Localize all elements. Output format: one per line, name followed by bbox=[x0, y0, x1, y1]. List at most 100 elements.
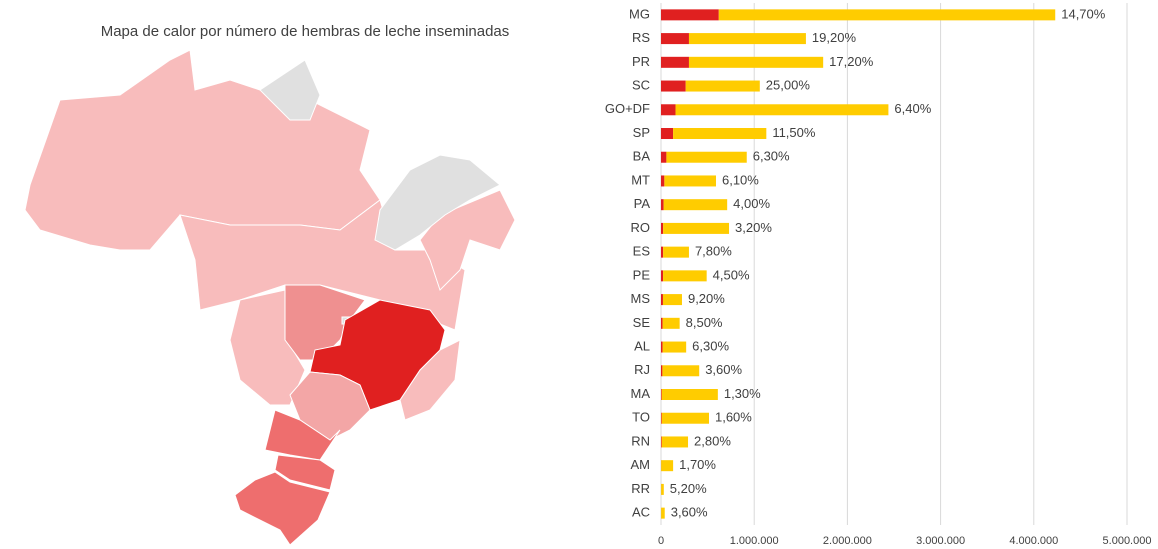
state-go bbox=[284, 284, 366, 361]
bar-segment bbox=[661, 33, 689, 45]
map-title: Mapa de calor por número de hembras de l… bbox=[101, 23, 510, 40]
x-tick-label: 0 bbox=[658, 535, 664, 547]
state-ap bbox=[259, 59, 321, 121]
y-tick-label: PE bbox=[633, 267, 651, 282]
data-label: 6,30% bbox=[692, 338, 729, 353]
y-tick-label: MA bbox=[631, 386, 651, 401]
bar-segment bbox=[661, 460, 674, 472]
bar-segment bbox=[661, 246, 664, 258]
bar-segment bbox=[661, 270, 664, 282]
x-tick-label: 4.000.000 bbox=[1009, 535, 1058, 547]
bar-segment bbox=[688, 56, 824, 68]
y-tick-label: PR bbox=[632, 54, 650, 69]
bar-segment bbox=[661, 80, 686, 92]
y-tick-label: ES bbox=[633, 244, 651, 259]
data-label: 9,20% bbox=[688, 291, 725, 306]
bar-segment bbox=[661, 9, 719, 21]
bar-segment bbox=[663, 222, 730, 234]
data-label: 1,60% bbox=[715, 410, 752, 425]
bar-segment bbox=[663, 246, 689, 258]
bar-segment bbox=[661, 294, 663, 306]
bar-segment bbox=[661, 365, 663, 377]
bar-segment bbox=[664, 175, 716, 187]
bar-segment bbox=[662, 341, 687, 353]
bar-segment bbox=[662, 294, 682, 306]
data-label: 3,60% bbox=[705, 362, 742, 377]
data-label: 3,20% bbox=[735, 220, 772, 235]
bar-segment bbox=[675, 104, 889, 116]
data-label: 2,80% bbox=[694, 433, 731, 448]
y-tick-label: RO bbox=[631, 220, 651, 235]
y-tick-label: RR bbox=[631, 481, 650, 496]
bar-segment bbox=[661, 436, 689, 448]
bar-segment bbox=[673, 128, 767, 139]
y-tick-label: BA bbox=[633, 149, 651, 164]
bar-segment bbox=[661, 389, 718, 400]
bar-segment bbox=[661, 412, 662, 424]
data-label: 3,60% bbox=[671, 505, 708, 520]
bar-segment bbox=[661, 222, 664, 234]
bar-segment bbox=[661, 199, 664, 211]
region-center bbox=[179, 199, 466, 331]
y-tick-label: RJ bbox=[634, 362, 650, 377]
y-tick-label: AL bbox=[634, 338, 650, 353]
bar-segment bbox=[661, 507, 665, 519]
y-tick-label: TO bbox=[632, 410, 650, 425]
data-label: 19,20% bbox=[812, 30, 857, 45]
data-label: 6,10% bbox=[722, 172, 759, 187]
data-label: 17,20% bbox=[829, 54, 874, 69]
bar-segment bbox=[661, 104, 676, 116]
y-tick-label: RN bbox=[631, 433, 650, 448]
bar-segment bbox=[662, 317, 680, 329]
x-tick-label: 3.000.000 bbox=[916, 535, 965, 547]
bar-segment bbox=[662, 365, 700, 377]
bar-segment bbox=[661, 151, 667, 163]
bar-segment bbox=[661, 317, 663, 329]
data-label: 11,50% bbox=[772, 125, 816, 140]
brazil-map bbox=[24, 49, 516, 546]
bar-segment bbox=[661, 483, 664, 495]
state-sc bbox=[274, 454, 336, 491]
bar-segment bbox=[666, 151, 747, 163]
data-label: 5,20% bbox=[670, 481, 707, 496]
data-label: 6,30% bbox=[753, 149, 790, 164]
y-tick-label: AM bbox=[631, 457, 651, 472]
data-label: 4,50% bbox=[713, 267, 750, 282]
data-label: 8,50% bbox=[686, 315, 723, 330]
bar-segment bbox=[685, 80, 760, 92]
data-label: 1,70% bbox=[679, 457, 716, 472]
y-tick-label: MS bbox=[631, 291, 651, 306]
bar-segment bbox=[661, 128, 674, 139]
bar-segment bbox=[661, 436, 662, 448]
bar-segment bbox=[663, 270, 707, 282]
bar-segment bbox=[661, 412, 709, 424]
y-tick-label: AC bbox=[632, 505, 650, 520]
data-label: 7,80% bbox=[695, 244, 732, 259]
state-pi-ce bbox=[374, 154, 501, 251]
x-tick-label: 1.000.000 bbox=[730, 535, 779, 547]
y-tick-label: MT bbox=[631, 172, 650, 187]
bar-segment bbox=[661, 56, 689, 68]
data-label: 14,70% bbox=[1061, 6, 1106, 21]
bar-segment bbox=[688, 33, 806, 45]
y-tick-label: GO+DF bbox=[605, 101, 650, 116]
bar-segment bbox=[661, 389, 662, 400]
state-rs bbox=[234, 471, 331, 546]
bar-segment bbox=[718, 9, 1056, 21]
y-tick-label: SP bbox=[633, 125, 650, 140]
state-mg bbox=[309, 299, 446, 411]
data-label: 6,40% bbox=[894, 101, 931, 116]
bar-segment bbox=[661, 175, 665, 187]
data-label: 1,30% bbox=[724, 386, 761, 401]
y-tick-label: SC bbox=[632, 77, 650, 92]
bar-segment bbox=[663, 199, 728, 211]
y-tick-label: PA bbox=[634, 196, 651, 211]
x-tick-label: 2.000.000 bbox=[823, 535, 872, 547]
y-tick-label: MG bbox=[629, 6, 650, 21]
bar-segment bbox=[661, 341, 663, 353]
y-tick-label: RS bbox=[632, 30, 650, 45]
y-tick-label: SE bbox=[633, 315, 651, 330]
x-tick-label: 5.000.000 bbox=[1103, 535, 1152, 547]
data-label: 25,00% bbox=[766, 77, 811, 92]
